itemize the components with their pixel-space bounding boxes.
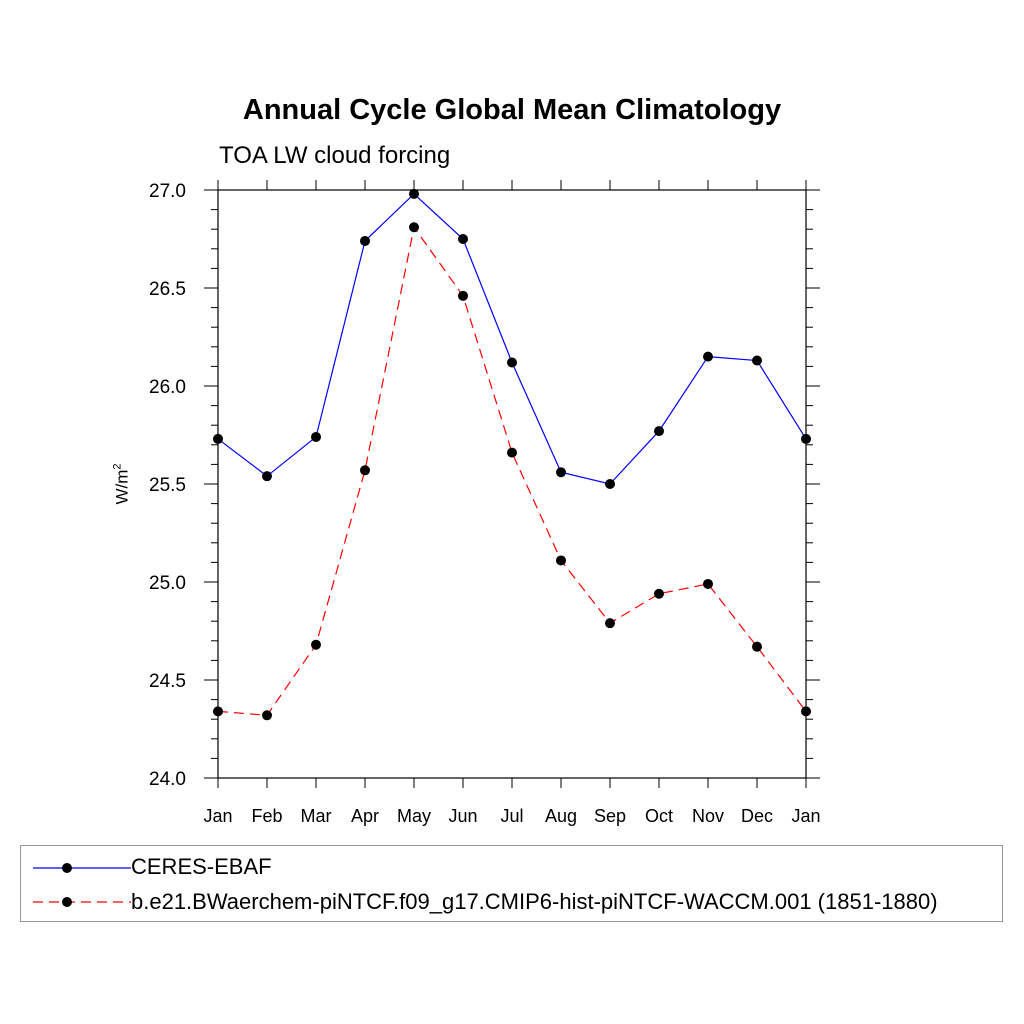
y-tick-label: 25.5 bbox=[149, 475, 186, 496]
x-tick-label: Oct bbox=[645, 806, 673, 826]
legend-entry-model: b.e21.BWaerchem-piNTCF.f09_g17.CMIP6-his… bbox=[21, 885, 1002, 919]
x-tick-label: Aug bbox=[545, 806, 577, 826]
x-tick-label: Feb bbox=[251, 806, 282, 826]
chart-title: Annual Cycle Global Mean Climatology bbox=[242, 94, 782, 126]
series-line-1 bbox=[217, 225, 807, 716]
x-tick-label: Sep bbox=[594, 806, 626, 826]
data-point-series-0 bbox=[458, 234, 468, 244]
y-tick-label: 26.0 bbox=[149, 377, 186, 398]
chart-subtitle: TOA LW cloud forcing bbox=[219, 142, 451, 169]
data-point-series-0 bbox=[360, 235, 370, 246]
data-point-series-0 bbox=[409, 188, 419, 199]
data-point-series-1 bbox=[752, 641, 762, 652]
x-tick-label: Apr bbox=[351, 806, 379, 826]
data-point-series-1 bbox=[556, 555, 566, 566]
y-tick-label: 24.5 bbox=[149, 671, 186, 692]
data-point-series-1 bbox=[703, 578, 713, 589]
x-tick-label: Dec bbox=[741, 806, 773, 826]
legend-line-model-icon bbox=[33, 897, 131, 907]
y-tick-label: 24.0 bbox=[149, 769, 186, 790]
legend-entry-ceres: CERES-EBAF bbox=[21, 850, 1002, 884]
data-point-series-1 bbox=[654, 588, 664, 599]
data-point-series-0 bbox=[262, 471, 272, 482]
data-point-series-1 bbox=[409, 222, 419, 233]
data-point-series-1 bbox=[213, 706, 223, 717]
x-tick-label: Jan bbox=[203, 806, 232, 826]
data-point-series-0 bbox=[801, 433, 811, 444]
data-point-series-1 bbox=[605, 618, 615, 629]
x-tick-label: May bbox=[397, 806, 431, 826]
data-point-series-1 bbox=[801, 706, 811, 717]
data-point-series-0 bbox=[605, 479, 615, 489]
x-tick-label: Jun bbox=[448, 806, 477, 826]
data-point-series-1 bbox=[360, 465, 370, 476]
data-point-series-0 bbox=[213, 433, 223, 444]
plot-frame bbox=[217, 189, 807, 779]
data-point-series-1 bbox=[458, 290, 468, 301]
series-line-0 bbox=[217, 193, 807, 485]
y-tick-label: 27.0 bbox=[149, 181, 186, 202]
data-point-series-0 bbox=[507, 357, 517, 368]
x-tick-label: Jan bbox=[791, 806, 820, 826]
data-point-series-1 bbox=[262, 710, 272, 721]
data-point-series-1 bbox=[507, 447, 517, 458]
legend: CERES-EBAF b.e21.BWaerchem-piNTCF.f09_g1… bbox=[20, 845, 1003, 922]
data-point-series-0 bbox=[654, 426, 664, 437]
legend-label-ceres: CERES-EBAF bbox=[131, 854, 272, 879]
x-tick-label: Mar bbox=[301, 806, 332, 826]
data-point-series-1 bbox=[311, 639, 321, 650]
x-tick-label: Nov bbox=[692, 806, 724, 826]
data-point-series-0 bbox=[752, 355, 762, 366]
x-tick-label: Jul bbox=[500, 806, 523, 826]
legend-line-ceres-icon bbox=[33, 863, 131, 873]
y-tick-label: 26.5 bbox=[149, 279, 186, 300]
y-tick-label: 25.0 bbox=[149, 573, 186, 594]
legend-label-model: b.e21.BWaerchem-piNTCF.f09_g17.CMIP6-his… bbox=[131, 889, 938, 914]
data-point-series-0 bbox=[556, 467, 566, 478]
data-point-series-0 bbox=[703, 351, 713, 362]
data-point-series-0 bbox=[311, 431, 321, 442]
